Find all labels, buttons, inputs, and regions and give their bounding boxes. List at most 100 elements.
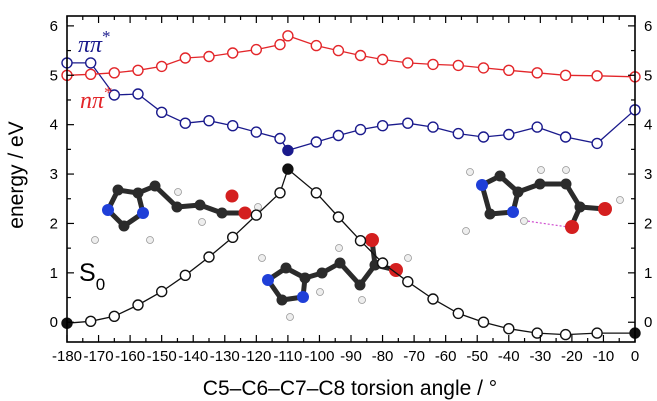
data-point xyxy=(559,131,572,143)
data-point xyxy=(376,53,389,66)
series-0 xyxy=(61,57,641,157)
s0-series-label: S0 xyxy=(79,259,105,294)
series-2 xyxy=(61,163,641,341)
data-point xyxy=(402,117,414,129)
data-point xyxy=(179,269,192,281)
data-point xyxy=(354,123,367,136)
data-point xyxy=(226,47,239,59)
x-tick-label: -40 xyxy=(498,348,520,365)
y-tick-label: 5 xyxy=(50,67,58,84)
data-point xyxy=(531,327,543,339)
x-tick-label: -30 xyxy=(529,348,551,365)
y-tick-label-right: 5 xyxy=(644,67,652,84)
data-point xyxy=(310,39,322,52)
x-tick-label: -130 xyxy=(210,348,240,365)
data-point xyxy=(591,70,603,82)
x-tick-label: -120 xyxy=(241,348,271,365)
data-point xyxy=(274,132,286,145)
data-point xyxy=(132,299,144,311)
data-point xyxy=(452,59,464,72)
data-point xyxy=(84,315,97,327)
data-point xyxy=(108,89,121,101)
x-tick-label: -50 xyxy=(466,348,488,365)
data-point xyxy=(332,44,345,57)
data-point xyxy=(179,52,192,64)
data-point xyxy=(274,38,286,51)
data-point xyxy=(427,58,439,71)
data-point xyxy=(84,68,97,81)
series-line xyxy=(66,35,636,78)
data-point xyxy=(402,57,414,69)
data-point xyxy=(226,231,239,244)
data-point xyxy=(179,117,192,129)
data-point xyxy=(250,43,262,56)
y-tick-label-right: 0 xyxy=(644,314,652,331)
data-point xyxy=(376,119,389,132)
pipi-series-label: ππ* xyxy=(78,27,111,58)
y-axis-title: energy / eV xyxy=(5,121,28,228)
y-tick-label-right: 6 xyxy=(644,18,652,35)
x-tick-label: -60 xyxy=(435,348,457,365)
data-point xyxy=(591,137,603,150)
data-point xyxy=(132,64,144,77)
data-point xyxy=(503,128,515,141)
series-line xyxy=(67,62,636,152)
x-tick-label: -180 xyxy=(52,348,82,365)
data-point-filled xyxy=(282,144,294,157)
data-point xyxy=(203,114,215,127)
plot-frame xyxy=(66,15,636,343)
x-tick-label: -20 xyxy=(561,348,583,365)
y-tick-label: 1 xyxy=(50,265,58,282)
data-point xyxy=(477,131,490,143)
series-layer xyxy=(61,30,641,341)
molecule-illustration-right xyxy=(462,166,624,235)
data-point xyxy=(427,121,439,133)
data-point xyxy=(376,257,389,269)
data-point xyxy=(203,50,215,63)
y-tick-label: 2 xyxy=(50,215,58,232)
data-point xyxy=(531,121,543,133)
y-tick-label: 6 xyxy=(50,18,58,35)
data-point xyxy=(503,323,515,335)
data-point xyxy=(108,67,121,79)
molecule-illustration-left xyxy=(91,180,262,244)
x-tick-label: -160 xyxy=(115,348,145,365)
y-tick-label-right: 3 xyxy=(644,166,652,183)
data-point xyxy=(203,251,215,263)
x-tick-label: -140 xyxy=(178,348,208,365)
data-point xyxy=(531,67,543,79)
x-tick-label: -100 xyxy=(304,348,334,365)
data-point xyxy=(332,129,345,142)
data-point xyxy=(226,119,239,132)
molecule-illustration-center xyxy=(258,233,412,321)
x-tick-label: 0 xyxy=(631,348,639,365)
series-1 xyxy=(61,30,641,83)
data-point xyxy=(310,187,322,199)
data-point xyxy=(155,106,168,119)
x-axis-title: C5–C6–C7–C8 torsion angle / ° xyxy=(203,377,497,400)
data-point xyxy=(591,327,603,339)
data-point xyxy=(559,328,572,341)
data-point xyxy=(250,209,262,221)
x-tick-label: -150 xyxy=(147,348,177,365)
x-tick-label: -110 xyxy=(273,348,302,365)
x-tick-label: -170 xyxy=(84,348,114,365)
y-tick-label: 4 xyxy=(50,117,58,134)
series-line xyxy=(66,167,635,336)
data-point xyxy=(282,30,294,42)
data-point xyxy=(250,126,262,138)
y-tick-label: 3 xyxy=(50,166,58,183)
data-point xyxy=(155,60,168,73)
x-tick-label: -80 xyxy=(372,348,394,365)
data-point xyxy=(310,136,322,148)
axes-layer: -180 -170 -160 -150 -140 -130 -120 -110 -100 -90-… xyxy=(50,15,652,365)
data-point xyxy=(559,69,572,82)
data-point xyxy=(354,234,367,247)
data-point xyxy=(477,316,490,328)
y-tick-label: 0 xyxy=(50,314,58,331)
npi-series-label: nπ* xyxy=(80,83,113,114)
data-point xyxy=(132,88,144,100)
data-point xyxy=(332,211,345,223)
